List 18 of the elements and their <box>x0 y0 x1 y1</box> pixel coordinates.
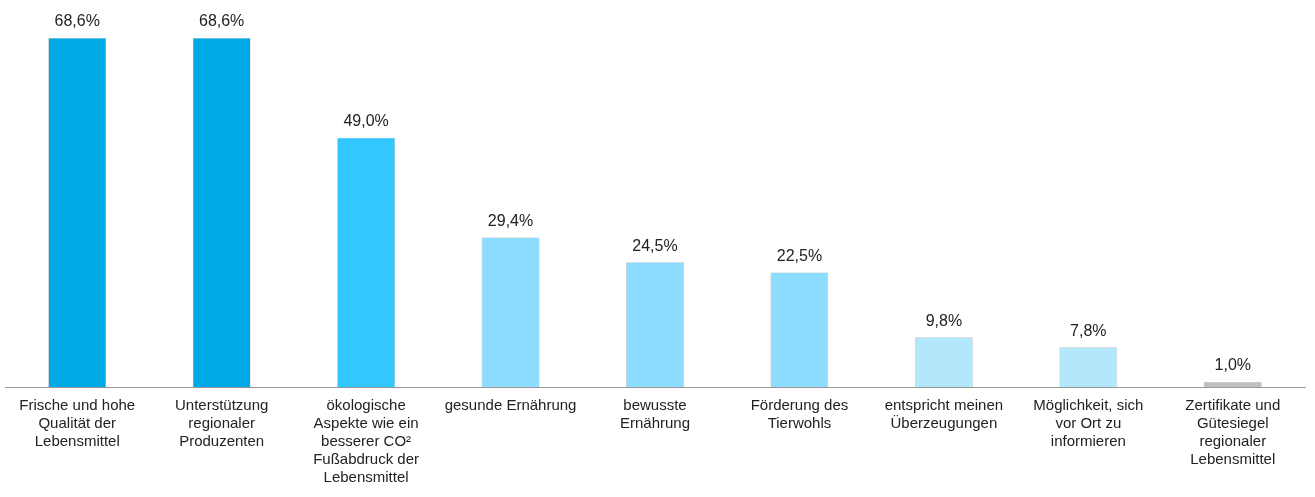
data-label: 68,6% <box>54 12 100 30</box>
data-label: 22,5% <box>776 246 823 264</box>
data-label: 68,6% <box>198 12 245 30</box>
x-tick-label: ökologische Aspekte wie ein besserer CO² Fußabdruck der Lebensmittel <box>313 396 420 486</box>
x-tick-label: Zertifikate und Gütesiegel regionaler Lebensmittel <box>1185 396 1281 468</box>
x-tick-label: Unterstützung regionaler Produzenten <box>174 396 269 450</box>
data-label: 24,5% <box>632 236 678 254</box>
x-tick-label: Frische und hohe Qualität der Lebensmittel <box>19 396 136 450</box>
x-tick-label: gesunde Ernährung <box>444 396 577 414</box>
data-label: 9,8% <box>925 311 963 329</box>
x-tick-label: entspricht meinen Überzeugungen <box>884 396 1004 432</box>
x-tick-label: Möglichkeit, sich vor Ort zu informieren <box>1033 396 1144 450</box>
data-label: 49,0% <box>343 112 389 130</box>
x-tick-label: Förderung des Tierwohls <box>750 396 849 432</box>
x-tick-label: bewusste Ernährung <box>619 396 691 432</box>
data-label: 29,4% <box>487 211 534 229</box>
data-label: 1,0% <box>1214 356 1252 374</box>
data-label: 7,8% <box>1070 321 1107 339</box>
